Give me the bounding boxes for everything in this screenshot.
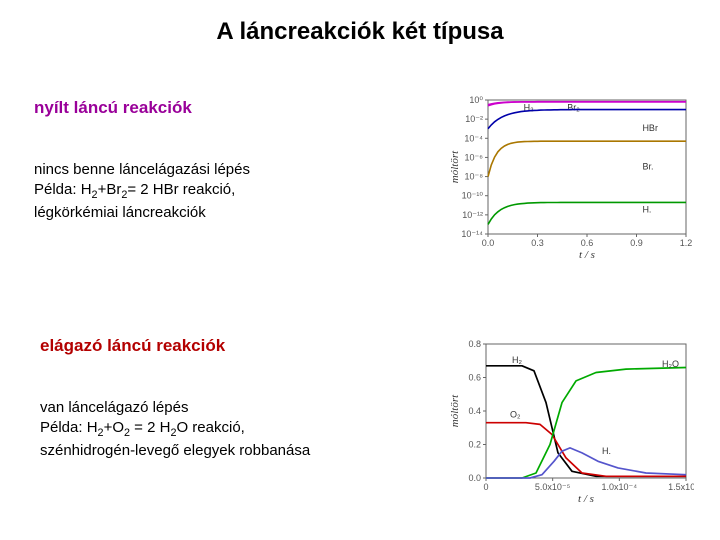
section1-body: nincs benne láncelágazási lépés Példa: H…	[34, 160, 250, 223]
section2-heading: elágazó láncú reakciók	[40, 336, 225, 356]
section2-line1: van láncelágazó lépés	[40, 398, 310, 418]
section1-line1: nincs benne láncelágazási lépés	[34, 160, 250, 180]
svg-text:10⁻¹²: 10⁻¹²	[462, 210, 483, 220]
svg-text:10⁻⁸: 10⁻⁸	[464, 172, 483, 182]
chart-branching-chain: 0.0 0.2 0.4 0.6 0.8 0 5.0x10⁻⁵ 1.0x10⁻⁴ 1.5x10⁻⁴…	[446, 336, 694, 506]
svg-text:H.: H.	[642, 205, 651, 215]
sec2-l2-pre: Példa: H	[40, 419, 98, 436]
section2-body: van láncelágazó lépés Példa: H2+O2 = 2 H…	[40, 398, 310, 461]
sec2-l2-m2: = 2 H	[130, 419, 170, 436]
svg-text:1.2: 1.2	[680, 238, 693, 248]
svg-text:HBr: HBr	[642, 123, 658, 133]
sec2-l2-m1: +O	[104, 419, 124, 436]
svg-text:10⁰: 10⁰	[469, 95, 483, 105]
svg-text:Br₂: Br₂	[567, 103, 580, 113]
svg-text:0.2: 0.2	[468, 440, 481, 450]
sec2-l2-m3: O reakció,	[176, 419, 244, 436]
section1-line2: Példa: H2+Br2= 2 HBr reakció,	[34, 180, 250, 203]
svg-text:10⁻⁶: 10⁻⁶	[465, 152, 484, 162]
section2-line2: Példa: H2+O2 = 2 H2O reakció,	[40, 418, 310, 441]
chart-open-chain: 10⁻¹⁴ 10⁻¹² 10⁻¹⁰ 10⁻⁸ 10⁻⁶ 10⁻⁴ 10⁻² 10⁰ 0.0 0.3…	[446, 92, 694, 262]
svg-text:t / s: t / s	[579, 249, 595, 261]
svg-text:O₂: O₂	[510, 410, 521, 420]
svg-text:0.9: 0.9	[630, 238, 643, 248]
slide-title: A láncreakciók két típusa	[0, 18, 720, 46]
svg-text:1.0x10⁻⁴: 1.0x10⁻⁴	[602, 482, 638, 492]
section2-line3: szénhidrogén-levegő elegyek robbanása	[40, 441, 310, 461]
svg-text:H.: H.	[602, 446, 611, 456]
svg-text:t / s: t / s	[578, 493, 594, 505]
slide: A láncreakciók két típusa nyílt láncú re…	[0, 0, 720, 540]
svg-text:0: 0	[483, 482, 488, 492]
sec1-l2-m2: = 2 HBr reakció,	[127, 181, 235, 198]
sec1-l2-pre: Példa: H	[34, 181, 92, 198]
svg-text:móltört: móltört	[449, 394, 461, 427]
svg-text:móltört: móltört	[449, 150, 461, 183]
section1-line3: légkörkémiai láncreakciók	[34, 203, 250, 223]
svg-text:0.6: 0.6	[468, 373, 481, 383]
svg-text:10⁻¹⁴: 10⁻¹⁴	[461, 229, 483, 239]
svg-text:0.6: 0.6	[581, 238, 594, 248]
svg-text:10⁻²: 10⁻²	[465, 114, 483, 124]
section1-heading: nyílt láncú reakciók	[34, 98, 192, 118]
sec1-l2-m1: +Br	[98, 181, 122, 198]
svg-text:H₂: H₂	[512, 355, 522, 365]
svg-text:0.8: 0.8	[468, 339, 481, 349]
svg-text:1.5x10⁻⁴: 1.5x10⁻⁴	[668, 482, 694, 492]
svg-text:0.4: 0.4	[468, 406, 481, 416]
svg-text:0.3: 0.3	[531, 238, 544, 248]
svg-text:10⁻¹⁰: 10⁻¹⁰	[462, 191, 484, 201]
svg-text:5.0x10⁻⁵: 5.0x10⁻⁵	[535, 482, 571, 492]
svg-text:H₂O: H₂O	[662, 359, 679, 369]
svg-text:0.0: 0.0	[468, 473, 481, 483]
svg-text:Br.: Br.	[642, 162, 653, 172]
svg-text:0.0: 0.0	[482, 238, 495, 248]
svg-text:10⁻⁴: 10⁻⁴	[464, 133, 483, 143]
